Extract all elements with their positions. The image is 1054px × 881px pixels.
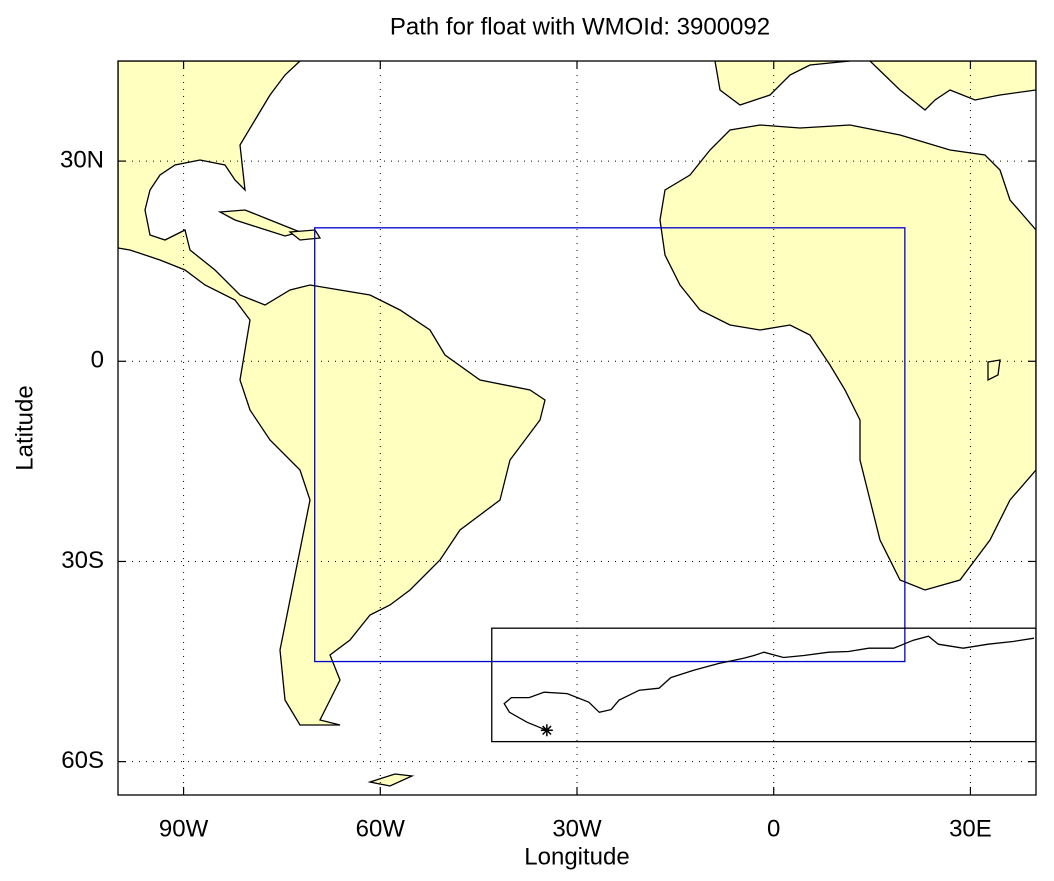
x-tick-label: 30E <box>949 815 992 842</box>
europe <box>869 61 1036 111</box>
y-tick-label: 30N <box>60 146 104 173</box>
y-tick-label: 60S <box>61 747 104 774</box>
africa <box>659 124 1036 591</box>
iberia <box>714 61 851 106</box>
x-tick-label: 60W <box>356 815 406 842</box>
plot-area <box>314 227 1036 743</box>
x-tick-label: 0 <box>767 815 780 842</box>
chart-title: Path for float with WMOId: 3900092 <box>390 13 770 40</box>
madagascar <box>987 359 1001 382</box>
region-box <box>491 627 1036 743</box>
start-marker-stroke <box>542 725 552 736</box>
americas <box>118 61 546 726</box>
x-axis-label: Longitude <box>524 843 629 870</box>
y-axis-label: Latitude <box>11 385 38 470</box>
float-path <box>503 635 1035 731</box>
start-marker <box>540 724 553 737</box>
hispaniola <box>288 229 322 241</box>
land <box>118 61 1036 787</box>
x-tick-label: 90W <box>159 815 209 842</box>
x-tick-label: 30W <box>552 815 602 842</box>
y-tick-label: 30S <box>61 547 104 574</box>
antarctic-islands <box>367 773 415 787</box>
cuba <box>217 209 303 237</box>
y-tick-label: 0 <box>91 347 104 374</box>
region-box <box>314 227 906 663</box>
